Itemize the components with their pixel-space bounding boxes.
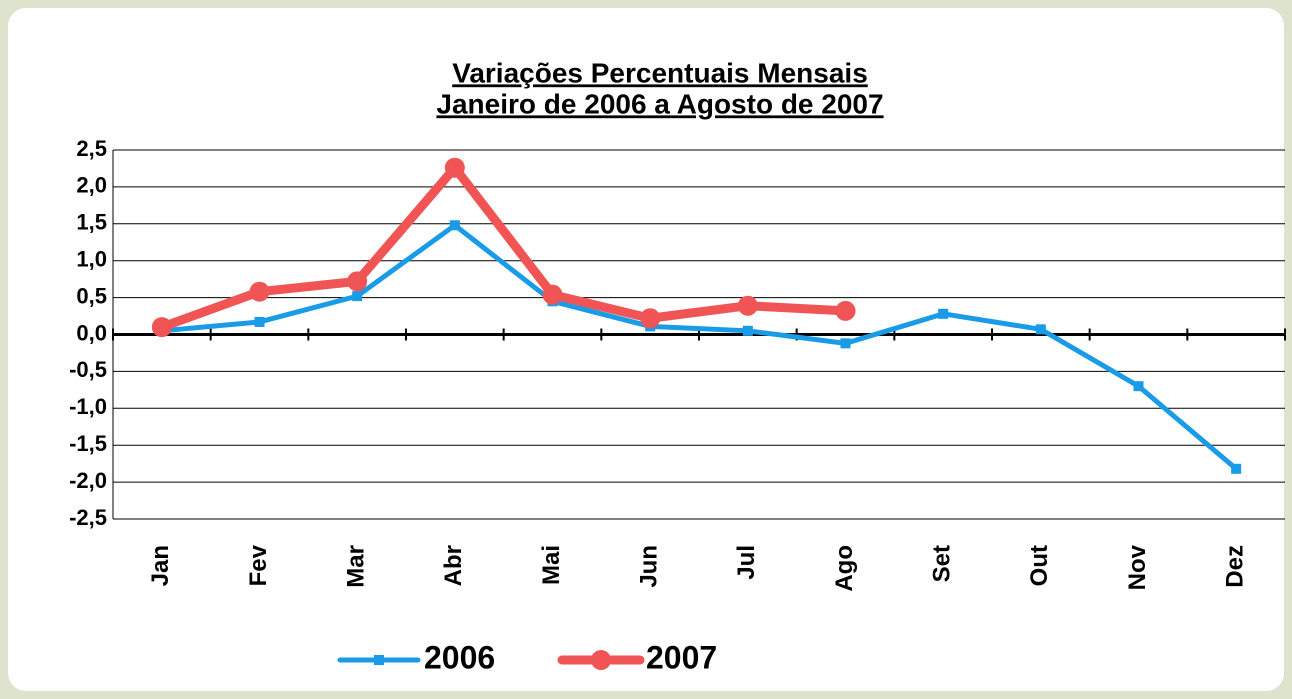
point-marker <box>444 157 465 178</box>
y-tick-label: -2,0 <box>69 468 107 493</box>
x-tick-label: Set <box>929 545 956 582</box>
legend-marker <box>591 650 611 670</box>
series-line <box>161 222 1238 471</box>
x-tick-label: Mar <box>343 545 370 588</box>
point-marker <box>542 284 563 305</box>
point-marker <box>249 281 270 302</box>
point-marker <box>742 325 753 336</box>
x-tick-label: Ago <box>831 545 858 592</box>
point-marker <box>840 338 851 349</box>
x-tick-label: Out <box>1026 545 1053 586</box>
point-marker <box>1133 381 1144 392</box>
chart-title: Variações Percentuais Mensais <box>452 57 868 88</box>
y-tick-label: -1,0 <box>69 394 107 419</box>
x-tick-label: Mai <box>538 545 565 585</box>
x-tick-label: Jun <box>636 545 663 588</box>
y-tick-label: 0,5 <box>76 283 107 308</box>
point-marker <box>254 316 265 327</box>
y-tick-label: 2,5 <box>76 136 107 161</box>
legend-marker <box>374 655 384 665</box>
x-tick-label: Jul <box>733 545 760 580</box>
legend-label: 2006 <box>424 639 495 675</box>
point-marker <box>737 295 758 316</box>
point-marker <box>352 291 363 302</box>
point-marker <box>347 271 368 292</box>
y-tick-label: -2,5 <box>69 505 107 530</box>
y-tick-label: -1,5 <box>69 431 107 456</box>
x-tick-label: Fev <box>245 544 272 586</box>
point-marker <box>835 300 856 321</box>
y-tick-label: 1,5 <box>76 210 107 235</box>
y-tick-label: -0,5 <box>69 357 107 382</box>
y-tick-label: 2,0 <box>76 173 107 198</box>
point-marker <box>1231 463 1242 474</box>
point-marker <box>449 220 460 231</box>
x-tick-label: Nov <box>1124 544 1151 590</box>
y-tick-label: 0,0 <box>76 320 107 345</box>
point-marker <box>151 317 172 338</box>
point-marker <box>1035 324 1046 335</box>
chart-subtitle: Janeiro de 2006 a Agosto de 2007 <box>436 88 883 119</box>
x-tick-label: Dez <box>1222 545 1249 588</box>
legend-label: 2007 <box>646 639 717 675</box>
series-line <box>160 163 846 332</box>
x-tick-label: Abr <box>440 545 467 586</box>
x-tick-label: Jan <box>147 545 174 586</box>
point-marker <box>938 308 949 319</box>
y-tick-label: 1,0 <box>76 247 107 272</box>
point-marker <box>640 308 661 329</box>
